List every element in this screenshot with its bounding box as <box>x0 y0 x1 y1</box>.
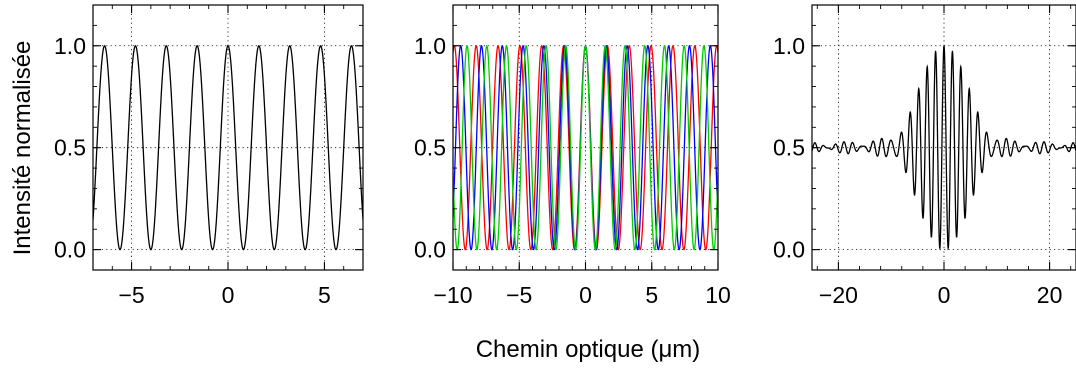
x-tick-label: −5 <box>118 282 144 308</box>
chart-panel-three-wavelengths: −10 −5 0 5 10 0.0 0.5 1.0 <box>414 4 731 308</box>
series-line-0 <box>93 45 363 251</box>
grid <box>93 5 363 270</box>
x-tick-label: 5 <box>318 282 331 308</box>
chart-panel-monochromatic: −5 0 5 0.0 0.5 1.0 <box>54 4 364 308</box>
y-tick-label: 0.0 <box>54 237 86 263</box>
x-tick-label: 10 <box>705 282 731 308</box>
x-tick-label: 20 <box>1037 282 1063 308</box>
grid <box>812 5 1076 270</box>
series-line-2 <box>453 44 718 251</box>
ticks <box>812 4 1076 271</box>
x-tick-label: −10 <box>433 282 472 308</box>
y-tick-label: 0.5 <box>773 135 805 161</box>
x-tick-label: 0 <box>579 282 592 308</box>
y-axis-title: Intensité normalisée <box>9 41 36 256</box>
series-line-0 <box>812 45 1076 251</box>
ticks <box>452 4 719 271</box>
x-tick-label: −5 <box>506 282 532 308</box>
x-tick-label: 0 <box>222 282 235 308</box>
x-tick-label: −20 <box>819 282 858 308</box>
x-axis-title: Chemin optique (μm) <box>476 336 701 363</box>
y-tick-label: 0.0 <box>773 237 805 263</box>
x-tick-label: 5 <box>645 282 658 308</box>
y-tick-label: 0.5 <box>414 135 446 161</box>
y-tick-label: 0.0 <box>414 237 446 263</box>
y-tick-label: 1.0 <box>414 33 446 59</box>
chart-panel-white-light: −20 0 20 0.0 0.5 1.0 <box>773 4 1076 308</box>
y-tick-label: 0.5 <box>54 135 86 161</box>
ticks <box>92 4 364 271</box>
x-tick-label: 0 <box>938 282 951 308</box>
y-tick-label: 1.0 <box>54 33 86 59</box>
y-tick-label: 1.0 <box>773 33 805 59</box>
